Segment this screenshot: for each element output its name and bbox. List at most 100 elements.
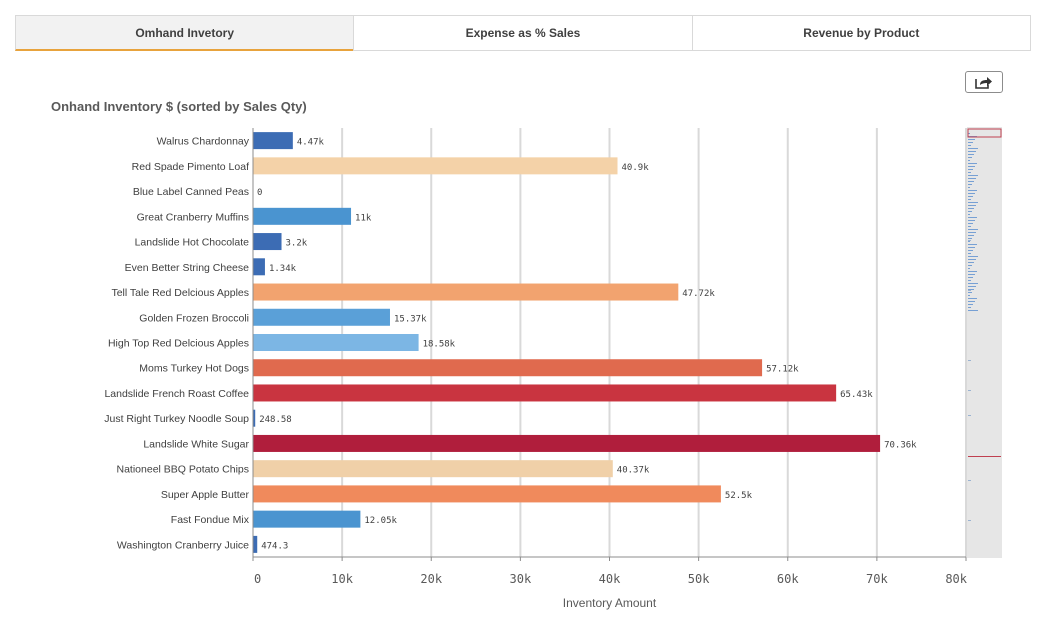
bar[interactable] [253, 207, 352, 225]
data-label: 52.5k [725, 491, 753, 501]
bar[interactable] [253, 510, 361, 528]
minichart-bar [968, 202, 978, 203]
category-label: Landslide Hot Chocolate [135, 237, 250, 249]
minichart-bar [968, 157, 972, 158]
data-label: 47.72k [682, 289, 715, 299]
bar[interactable] [253, 258, 265, 276]
data-label: 3.2k [286, 239, 308, 249]
minichart-bar [968, 217, 977, 218]
data-label: 40.37k [617, 466, 650, 476]
x-tick-label: 50k [688, 572, 710, 586]
minichart-bar [968, 265, 972, 266]
minichart-bar [968, 415, 971, 416]
category-label: Great Cranberry Muffins [137, 211, 249, 223]
minichart-bar [968, 187, 970, 188]
minichart-bar [968, 253, 971, 254]
bar[interactable] [253, 283, 679, 301]
bar[interactable] [253, 157, 618, 175]
minichart-bar [968, 196, 973, 197]
category-label: Golden Frozen Broccoli [139, 312, 249, 324]
minichart-bar [968, 223, 973, 224]
bar[interactable] [253, 132, 293, 150]
export-button[interactable] [965, 71, 1003, 93]
minichart-bar [968, 271, 977, 272]
bar[interactable] [253, 384, 837, 402]
minichart-bar [968, 232, 976, 233]
category-label: Super Apple Butter [161, 489, 250, 501]
minichart-viewport[interactable] [967, 128, 1002, 138]
data-label: 0 [257, 188, 262, 198]
bar[interactable] [253, 535, 258, 553]
bar[interactable] [253, 434, 881, 452]
minichart-bar [968, 238, 972, 239]
x-tick-label: 30k [510, 572, 532, 586]
category-label: Landslide White Sugar [143, 438, 249, 450]
sheet-tabs: Omhand Invetory Expense as % Sales Reven… [15, 15, 1031, 51]
minichart-bar [968, 292, 972, 293]
minichart-bar [968, 298, 977, 299]
share-arrow-icon [975, 76, 992, 89]
x-tick-label: 70k [866, 572, 888, 586]
minichart-bar [968, 283, 978, 284]
x-tick-label: 10k [331, 572, 353, 586]
category-label: High Top Red Delcious Apples [108, 338, 249, 350]
data-label: 15.37k [394, 314, 427, 324]
tab-revenue-product[interactable]: Revenue by Product [691, 15, 1031, 51]
bar[interactable] [253, 460, 613, 478]
minichart-bar [968, 166, 975, 167]
bar[interactable] [253, 485, 721, 503]
minichart-bar [968, 142, 973, 143]
tab-expense-sales[interactable]: Expense as % Sales [353, 15, 693, 51]
minichart-bar [968, 205, 976, 206]
minichart-bar [968, 301, 975, 302]
chart-title: Onhand Inventory $ (sorted by Sales Qty) [51, 99, 307, 114]
category-label: Moms Turkey Hot Dogs [139, 363, 249, 375]
bar[interactable] [253, 308, 390, 326]
bar[interactable] [253, 409, 256, 427]
minichart-bar [968, 390, 971, 391]
minichart-bar [968, 250, 973, 251]
minichart-bar [968, 172, 971, 173]
minichart-bar [968, 304, 973, 305]
minichart-bar [968, 184, 972, 185]
minichart-track[interactable] [967, 127, 1002, 558]
minichart-bar [968, 262, 971, 263]
x-tick-label: 20k [420, 572, 442, 586]
minichart-bar [968, 307, 971, 308]
minichart-bar [968, 181, 974, 182]
x-tick-label: 80k [945, 572, 967, 586]
minichart-bar [968, 154, 974, 155]
minichart-bar [968, 229, 978, 230]
minichart-bar [968, 240, 971, 241]
data-label: 248.58 [259, 415, 292, 425]
category-label: Just Right Turkey Noodle Soup [104, 413, 249, 425]
minichart-bar [968, 163, 977, 164]
minichart-bar [968, 310, 978, 311]
category-label: Fast Fondue Mix [171, 514, 250, 526]
category-label: Nationeel BBQ Potato Chips [117, 464, 250, 476]
data-label: 40.9k [622, 163, 650, 173]
x-axis-title: Inventory Amount [563, 596, 657, 610]
x-tick-label: 60k [777, 572, 799, 586]
minichart-bar [968, 169, 973, 170]
minichart-bar [968, 145, 971, 146]
minichart-bar [968, 205, 971, 206]
tab-onhand-inventory[interactable]: Omhand Invetory [15, 15, 355, 51]
minichart-bar [968, 256, 978, 257]
data-label: 70.36k [884, 440, 917, 450]
minichart-bar [968, 220, 975, 221]
data-label: 57.12k [766, 365, 799, 375]
data-label: 474.3 [261, 541, 288, 551]
minichart-bar [968, 133, 970, 134]
minichart-bar [968, 456, 1001, 457]
bar[interactable] [253, 359, 763, 377]
data-label: 18.58k [423, 340, 456, 350]
minichart-bar [968, 259, 976, 260]
x-tick-label: 40k [599, 572, 621, 586]
minichart-bar [968, 211, 972, 212]
bar[interactable] [253, 233, 282, 251]
minichart-bar [968, 190, 977, 191]
bar[interactable] [253, 334, 419, 351]
minichart-bar [968, 280, 971, 281]
